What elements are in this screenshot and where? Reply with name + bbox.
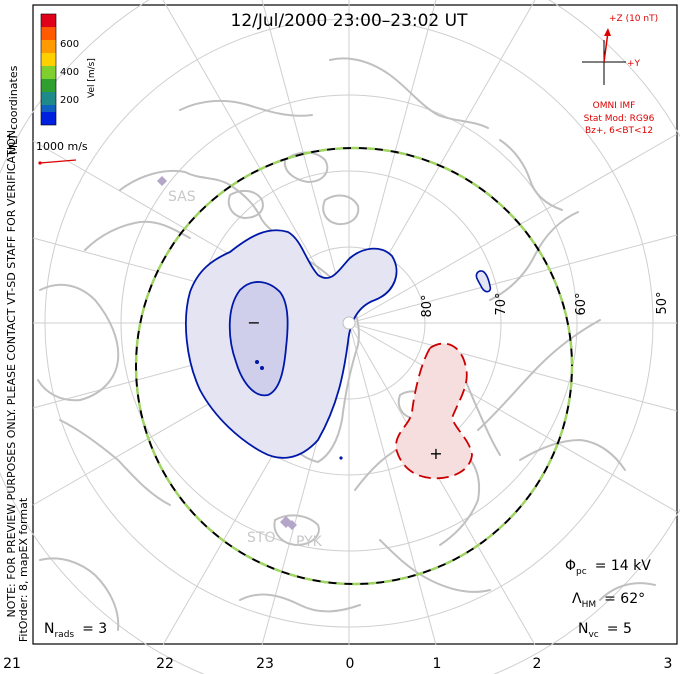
svg-text:Nvc= 5: Nvc = 5 [578,621,632,640]
mlt-label-0: 0 [346,656,355,672]
hudson-coast [37,283,120,402]
alaska-coast [329,57,489,129]
velocity-colorbar [40,13,57,126]
labrador-coast [59,419,171,506]
imf-model-line-1: Stat Mod: RG96 [584,114,655,124]
iceland-coast [273,514,320,546]
latitude-label-60: 60° [574,292,589,315]
imf-clock [582,28,626,85]
colorbar-segment-6 [41,79,56,92]
svg-text:Nrads= 3: Nrads = 3 [44,621,107,640]
vector-scale-dot [38,161,42,165]
stat-lambda-hm: ΛHM = 62° [572,591,645,610]
small-negative-cell [475,270,492,293]
latitude-label-70: 70° [494,292,509,315]
colorbar-tick-600: 600 [60,39,79,50]
mlt-label-23: 23 [256,656,274,672]
negative-cell-outer [185,229,398,459]
mlt-label-22: 22 [156,656,174,672]
canada-north-coast [179,99,313,117]
negative-cell-sign: − [247,313,260,332]
vector-scale-line [39,159,77,164]
positive-cell-sign: + [429,444,442,463]
radar-label-pyk: PYK [296,534,323,550]
map-title: 12/Jul/2000 23:00–23:02 UT [231,11,469,31]
pole-marker [342,316,356,330]
vector-dot [260,366,264,370]
radar-marker-sas [157,176,167,186]
heppner-maynard-boundary-green [134,146,574,586]
stat-n-rads: Nrads = 3 [44,621,107,640]
siberia-coast-1 [477,319,601,431]
coords-label: MLT coordinates [7,65,20,154]
colorbar-segment-9 [41,112,56,125]
vector-dot [339,456,343,460]
colorbar-tick-400: 400 [60,67,79,78]
imf-vector-head [604,28,611,36]
colorbar-tick-200: 200 [60,95,79,106]
imf-vector [603,31,609,63]
bering-coast [499,139,563,211]
colorbar-segment-7 [41,92,56,105]
colorbar-segment-8 [41,105,56,112]
taymyr-coast [519,439,626,471]
mlt-label-1: 1 [433,656,442,672]
archipelago-2 [322,194,360,226]
imf-y-label: +Y [627,59,641,69]
stat-n-vc: Nvc = 5 [578,621,632,640]
europe-coast [239,593,361,613]
colorbar-segment-3 [41,40,56,53]
svg-text:ΛHM= 62°: ΛHM = 62° [572,591,645,610]
mlt-label-2: 2 [533,656,542,672]
latitude-label-50: 50° [655,291,670,314]
negative-cell-core [228,281,289,397]
arctic-canada-coast-2 [84,220,191,251]
vector-scale-label: 1000 m/s [36,140,88,153]
latitude-label-80: 80° [420,294,435,317]
mlt-label-21: 21 [3,656,21,672]
preview-note: NOTE: FOR PREVIEW PURPOSES ONLY. PLEASE … [5,126,18,617]
radar-label-sto: STO [247,530,275,546]
radar-label-sas: SAS [168,189,196,205]
west-coast [39,557,120,631]
vector-dot [255,360,259,364]
siberia-coast-2 [489,211,579,301]
colorbar-segment-1 [41,14,56,27]
far-east-coast [599,582,656,601]
imf-model-line-2: Bz+, 6<BT<12 [585,126,653,136]
imf-source: OMNI IMF [593,101,636,111]
colorbar-segment-4 [41,53,56,66]
norway-coast [379,539,491,593]
archipelago-3 [227,189,264,219]
radar-marker-sto-pyk [280,516,297,530]
colorbar-segment-2 [41,27,56,40]
stat-phi-pc: Φpc = 14 kV [565,558,651,577]
positive-cell-outer [395,342,473,480]
colorbar-segment-5 [41,66,56,79]
fit-note: FitOrder: 8, mapEX format [17,497,30,642]
svg-text:Φpc= 14 kV: Φpc = 14 kV [565,558,651,577]
mlt-label-3: 3 [664,656,673,672]
imf-z-label: +Z (10 nT) [609,14,658,24]
arctic-canada-coast-1 [119,169,291,247]
colorbar-label: Vel [m/s] [87,58,97,98]
